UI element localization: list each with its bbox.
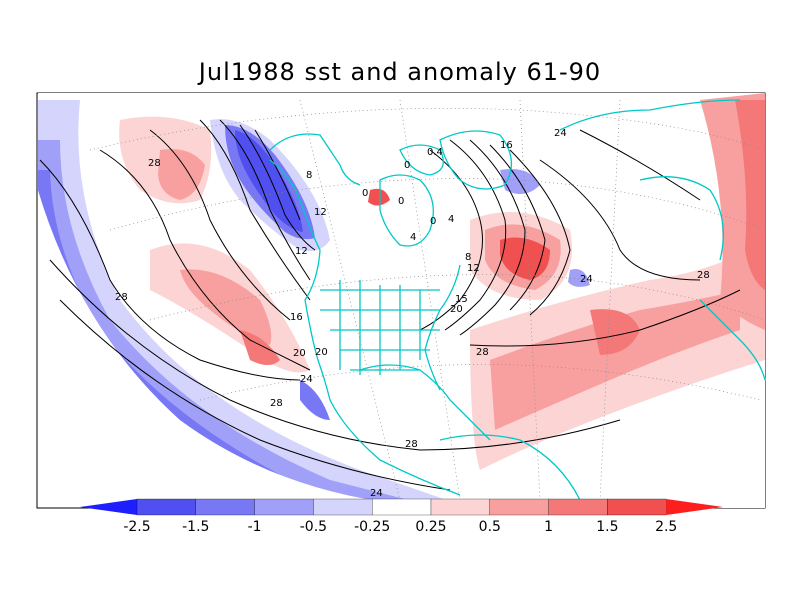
colorbar-right-arrow <box>666 499 724 515</box>
colorbar-segment <box>430 498 490 516</box>
colorbar-tick-label: 0.25 <box>415 519 446 535</box>
contour-label: 24 <box>370 488 383 499</box>
contour-label: 0.4 <box>427 147 443 158</box>
colorbar-tick-label: -0.25 <box>354 519 390 535</box>
coastlines <box>269 99 766 501</box>
colorbar-tick-label: 2.5 <box>655 519 677 535</box>
contour-label: 28 <box>270 398 283 409</box>
contour-label: 24 <box>554 128 567 139</box>
contour-label: 15 <box>455 294 468 305</box>
contour-label: 24 <box>580 274 593 285</box>
colorbar-tick-label: -2.5 <box>123 519 150 535</box>
contour-label: 28 <box>148 158 161 169</box>
contour-label: 28 <box>115 292 128 303</box>
colorbar-segment <box>607 498 667 516</box>
contour-label: 12 <box>467 263 480 274</box>
colorbar-tick-label: 1 <box>544 519 553 535</box>
colorbar-tick-label: -1.5 <box>182 519 209 535</box>
colorbar: -2.5 -1.5 -1 -0.5 -0.25 0.25 0.5 1 1.5 2.5 <box>80 498 724 535</box>
colorbar-segment <box>313 498 373 516</box>
contour-label: 4 <box>448 214 454 225</box>
colorbar-tick-label: -1 <box>248 519 262 535</box>
colorbar-segment <box>489 498 549 516</box>
contour-label: 8 <box>465 252 471 263</box>
sst-contours <box>39 119 741 491</box>
contour-label: 0 <box>404 160 410 171</box>
contour-label: 0 <box>362 188 368 199</box>
colorbar-segment <box>136 498 196 516</box>
contour-label: 8 <box>306 170 312 181</box>
contour-label: 16 <box>500 140 513 151</box>
colorbar-segment <box>548 498 608 516</box>
contour-label: 28 <box>405 439 418 450</box>
contour-label: 20 <box>450 304 463 315</box>
colorbar-segment <box>254 498 314 516</box>
colorbar-tick-label: -0.5 <box>300 519 327 535</box>
contour-label: 24 <box>300 374 313 385</box>
contour-label: 4 <box>410 232 416 243</box>
contour-label: 20 <box>315 347 328 358</box>
contour-label: 16 <box>290 312 303 323</box>
contour-label: 28 <box>476 347 489 358</box>
contour-label: 0 <box>430 216 436 227</box>
colorbar-segment <box>195 498 255 516</box>
contour-label: 20 <box>293 348 306 359</box>
map-title: Jul1988 sst and anomaly 61-90 <box>198 58 602 86</box>
contour-label: 0 <box>398 196 404 207</box>
colorbar-left-arrow <box>80 499 137 515</box>
contour-label: 12 <box>314 207 327 218</box>
anomaly-shading <box>38 93 765 508</box>
contour-label: 12 <box>295 246 308 257</box>
contour-label: 28 <box>697 270 710 281</box>
contour-label-group: 28 28 28 28 28 28 24 24 24 20 20 16 16 1… <box>115 128 710 499</box>
colorbar-tick-label: 1.5 <box>596 519 618 535</box>
graticule <box>89 99 766 501</box>
colorbar-segment <box>372 498 432 516</box>
colorbar-tick-label: 0.5 <box>479 519 501 535</box>
